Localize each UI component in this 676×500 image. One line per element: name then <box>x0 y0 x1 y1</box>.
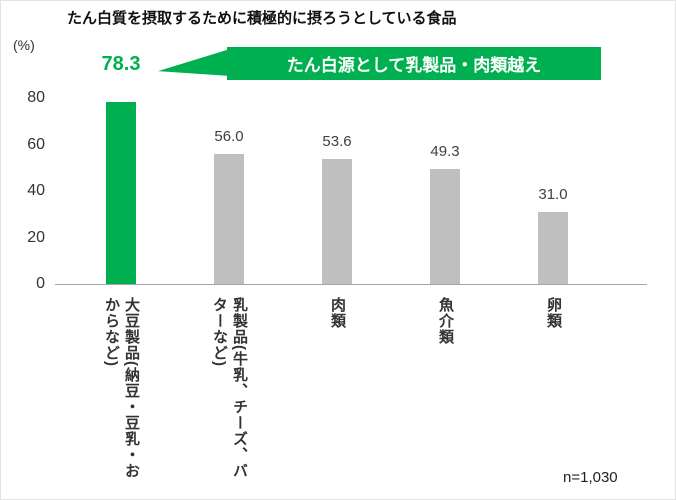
value-label-3: 49.3 <box>430 143 460 160</box>
value-label-4: 31.0 <box>538 186 568 203</box>
category-label-4: 卵類 <box>545 297 562 329</box>
callout-text: たん白源として乳製品・肉類越え <box>286 56 542 75</box>
category-label-3: 魚介類 <box>437 297 454 345</box>
bar-3 <box>430 169 460 284</box>
callout-box: たん白源として乳製品・肉類越え <box>227 47 601 80</box>
sample-size-note: n=1,030 <box>563 469 618 486</box>
y-tick-label-60: 60 <box>27 136 45 153</box>
category-label-2: 肉類 <box>329 297 346 329</box>
x-axis-baseline <box>55 284 647 285</box>
category-label-1: 乳製品(牛乳、チーズ、バターなど) <box>211 297 248 479</box>
y-tick-label-0: 0 <box>36 275 45 292</box>
value-label-2: 53.6 <box>322 133 352 150</box>
category-label-0: 大豆製品(納豆・豆乳・おからなど) <box>103 297 140 479</box>
callout-arrow <box>158 49 230 76</box>
bar-4 <box>538 212 568 284</box>
y-tick-label-20: 20 <box>27 229 45 246</box>
bar-1 <box>214 154 244 284</box>
bar-2 <box>322 159 352 284</box>
y-tick-label-80: 80 <box>27 89 45 106</box>
chart-title: たん白質を摂取するために積極的に摂ろうとしている食品 <box>67 10 457 27</box>
bar-0 <box>106 102 136 284</box>
y-tick-label-40: 40 <box>27 182 45 199</box>
y-axis-unit-label: (%) <box>13 37 35 53</box>
value-label-0: 78.3 <box>101 53 141 75</box>
value-label-1: 56.0 <box>214 128 244 145</box>
